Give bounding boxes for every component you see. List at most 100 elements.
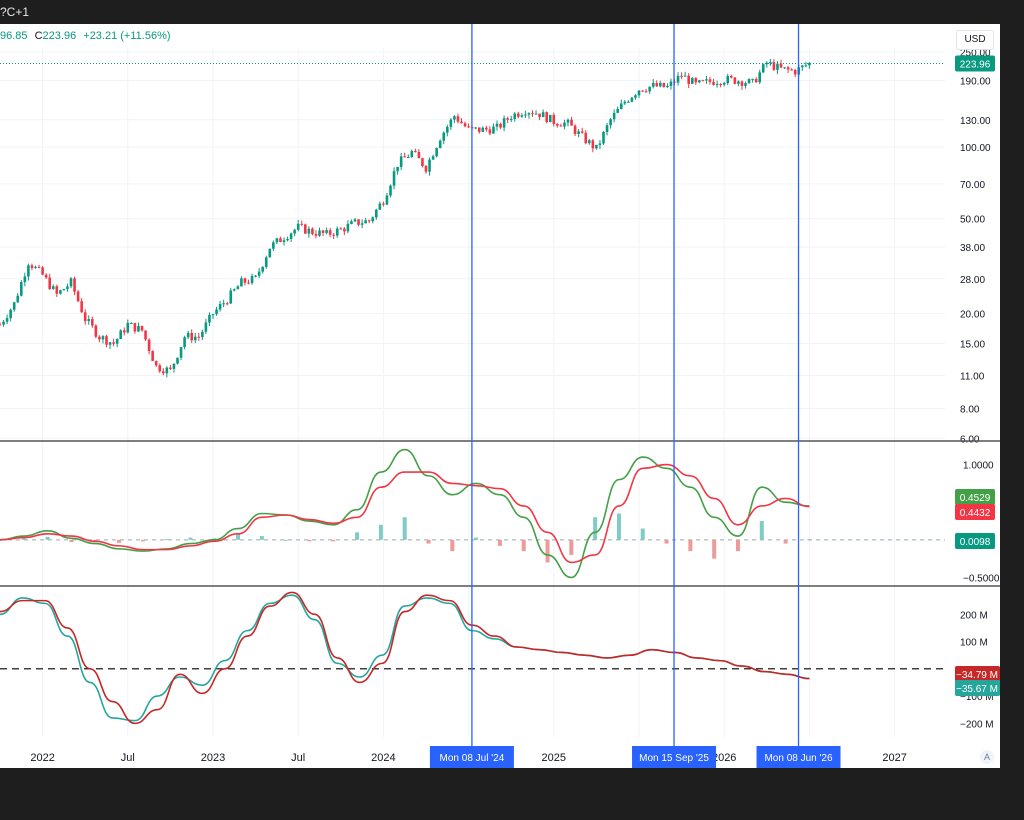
candle-down — [151, 350, 154, 361]
candle-down — [733, 77, 737, 84]
legend-close-label: C — [34, 30, 43, 42]
candle-up — [218, 304, 222, 310]
candle-down — [779, 63, 783, 68]
candle-up — [211, 314, 215, 316]
candle-up — [183, 337, 186, 348]
candle-down — [417, 151, 421, 159]
candle-down — [573, 125, 577, 134]
osc-tick-label: −100 M — [960, 692, 994, 703]
candle-up — [676, 75, 680, 83]
candle-up — [705, 79, 708, 81]
candle-up — [364, 220, 367, 224]
candle-up — [186, 332, 190, 338]
candle-up — [307, 228, 311, 234]
candle-up — [254, 275, 257, 277]
candle-up — [2, 321, 5, 325]
currency-button[interactable]: USD — [956, 30, 994, 50]
symbol-label[interactable]: ?C+1 — [0, 5, 30, 19]
x-axis-label: 2022 — [30, 752, 54, 764]
chart-svg[interactable]: 250.00 190.00 130.00 100.00 70.00 50.00 38.00 2… — [0, 24, 1000, 768]
candle-up — [16, 295, 20, 303]
candle-up — [282, 240, 286, 242]
candle-up — [513, 113, 517, 119]
candle-up — [690, 78, 694, 84]
candle-down — [570, 119, 573, 126]
candle-up — [66, 286, 69, 290]
candle-down — [786, 67, 790, 70]
histogram-bar — [664, 539, 669, 544]
candle-up — [634, 95, 637, 98]
candle-up — [165, 367, 169, 374]
osc-tick-label: 200 M — [960, 610, 988, 621]
candle-up — [275, 238, 279, 243]
candle-down — [154, 360, 158, 366]
candle-up — [431, 156, 435, 160]
candle-down — [55, 286, 59, 294]
histogram-bar — [378, 524, 383, 540]
candle-down — [300, 223, 304, 225]
candle-down — [772, 62, 776, 70]
candle-up — [648, 86, 651, 92]
candle-up — [268, 248, 272, 258]
legend-low: 96.85 — [0, 30, 28, 42]
macd-tick-label: 1.0000 — [963, 461, 994, 472]
marker-date-label: Mon 08 Jun '26 — [764, 753, 833, 764]
histogram-bar — [450, 539, 455, 552]
candle-up — [563, 122, 566, 127]
candle-down — [538, 113, 541, 118]
candle-down — [83, 312, 87, 322]
auto-scale-button[interactable]: A — [980, 750, 994, 764]
candle-down — [591, 140, 595, 149]
candle-up — [669, 81, 673, 86]
candle-up — [289, 233, 293, 239]
x-axis-label: 2024 — [371, 752, 395, 764]
x-axis-label: 2023 — [201, 752, 225, 764]
candle-up — [428, 159, 431, 172]
candle-up — [509, 118, 513, 120]
candle-down — [485, 127, 488, 130]
candle-up — [637, 90, 641, 96]
candle-down — [662, 82, 666, 88]
candle-down — [499, 123, 502, 128]
candle-up — [59, 290, 62, 294]
candle-up — [698, 80, 701, 83]
candle-up — [137, 325, 140, 332]
macd-value-label: 0.4432 — [960, 508, 991, 519]
candle-down — [321, 230, 325, 233]
x-axis-label: 2027 — [882, 752, 906, 764]
candle-up — [130, 322, 133, 324]
candle-up — [101, 336, 105, 340]
candle-down — [463, 123, 467, 127]
bottom-bar — [0, 768, 1024, 820]
candle-up — [23, 276, 27, 283]
candle-down — [190, 332, 193, 341]
candle-down — [488, 129, 492, 134]
candle-up — [726, 75, 730, 83]
histogram-bar — [688, 539, 693, 552]
candle-up — [176, 357, 179, 364]
candle-down — [144, 330, 147, 340]
candle-up — [609, 119, 612, 126]
candle-down — [708, 79, 712, 82]
candle-up — [353, 219, 357, 222]
candle-down — [719, 83, 722, 85]
candle-down — [467, 126, 470, 128]
candle-up — [335, 228, 339, 236]
candle-down — [641, 90, 644, 92]
candle-up — [410, 151, 414, 157]
top-bar: ?C+1 — [0, 0, 1024, 24]
candle-down — [580, 131, 584, 133]
macd-value-label: 0.0098 — [960, 537, 991, 548]
candle-up — [683, 75, 687, 77]
candle-down — [740, 81, 744, 86]
candle-down — [339, 228, 343, 230]
candle-up — [325, 230, 328, 233]
candle-down — [712, 81, 715, 85]
candle-down — [556, 123, 559, 126]
candle-down — [30, 265, 34, 269]
x-axis-label: 2026 — [712, 752, 736, 764]
candle-up — [744, 83, 747, 86]
candle-up — [651, 82, 655, 87]
candle-up — [108, 342, 112, 345]
candle-up — [318, 230, 321, 236]
